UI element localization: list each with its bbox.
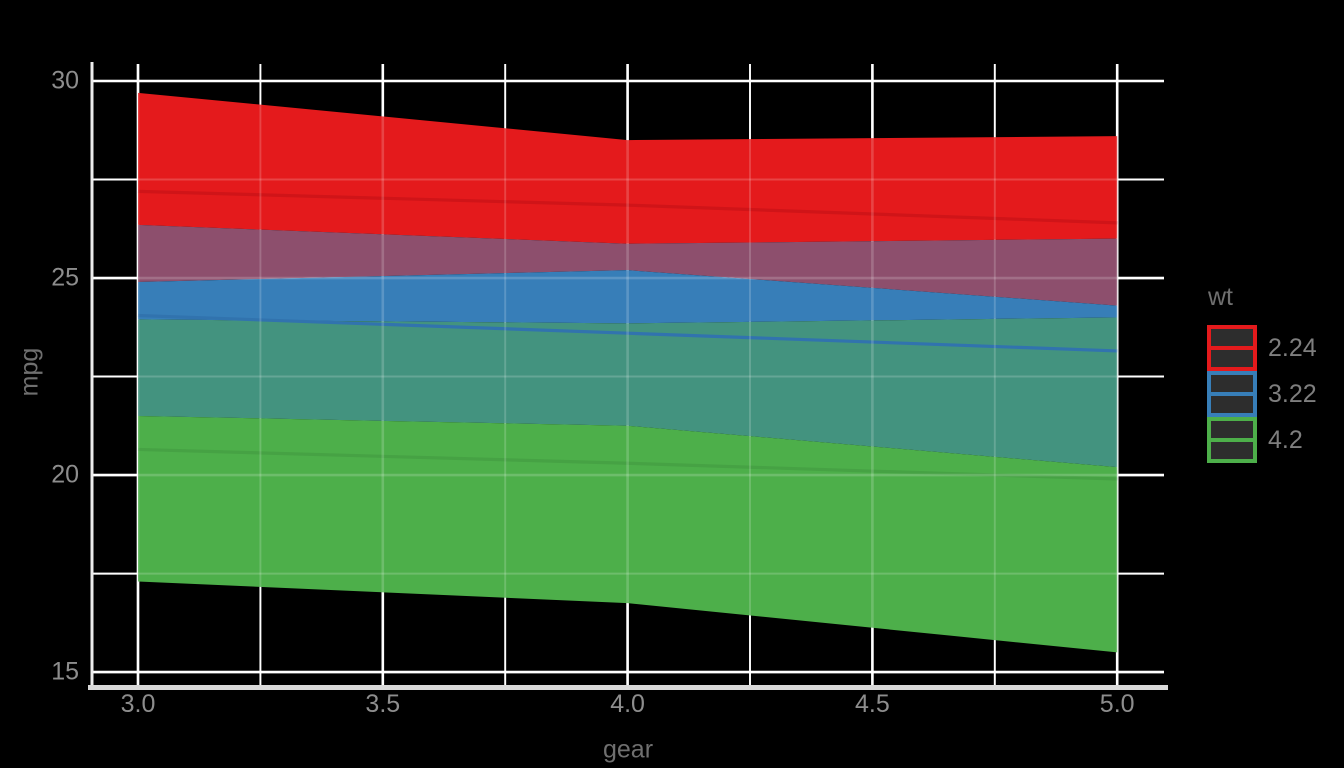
x-tick-label: 3.0 (120, 690, 156, 718)
legend-title: wt (1208, 283, 1233, 311)
ribbon-red-blue-overlap (138, 224, 1118, 306)
ribbon-green (138, 415, 1118, 653)
fit-line-wt-3.22 (137, 313, 1118, 353)
fit-line-wt-2.24 (137, 189, 1118, 225)
y-axis-title: mpg (15, 347, 44, 397)
y-tick-label: 30 (51, 66, 79, 95)
legend-label-wt-3.22: 3.22 (1268, 380, 1317, 408)
ribbon-red (138, 92, 1118, 244)
x-tick-label: 5.0 (1099, 690, 1135, 718)
legend-key-wt-3.22 (1207, 371, 1257, 417)
legend-key-line (1211, 438, 1253, 442)
y-tick-label: 15 (51, 657, 79, 686)
x-tick-label: 4.5 (855, 690, 890, 718)
y-tick-label: 25 (51, 263, 79, 292)
legend-label-wt-2.24: 2.24 (1268, 334, 1317, 362)
x-tick-label: 4.0 (610, 690, 645, 718)
ribbon-blue-green-overlap (138, 317, 1118, 468)
legend-key-wt-2.24 (1207, 325, 1257, 371)
ribbon-blue (138, 270, 1118, 324)
legend-key-line (1211, 346, 1253, 350)
y-tick-label: 20 (51, 460, 79, 489)
legend-label-wt-4.2: 4.2 (1268, 426, 1303, 454)
x-axis-title: gear (602, 735, 654, 764)
x-tick-label: 3.5 (365, 690, 401, 718)
legend-key-line (1211, 392, 1253, 396)
fit-line-wt-4.2 (137, 447, 1118, 481)
legend-key-wt-4.2 (1207, 417, 1257, 463)
